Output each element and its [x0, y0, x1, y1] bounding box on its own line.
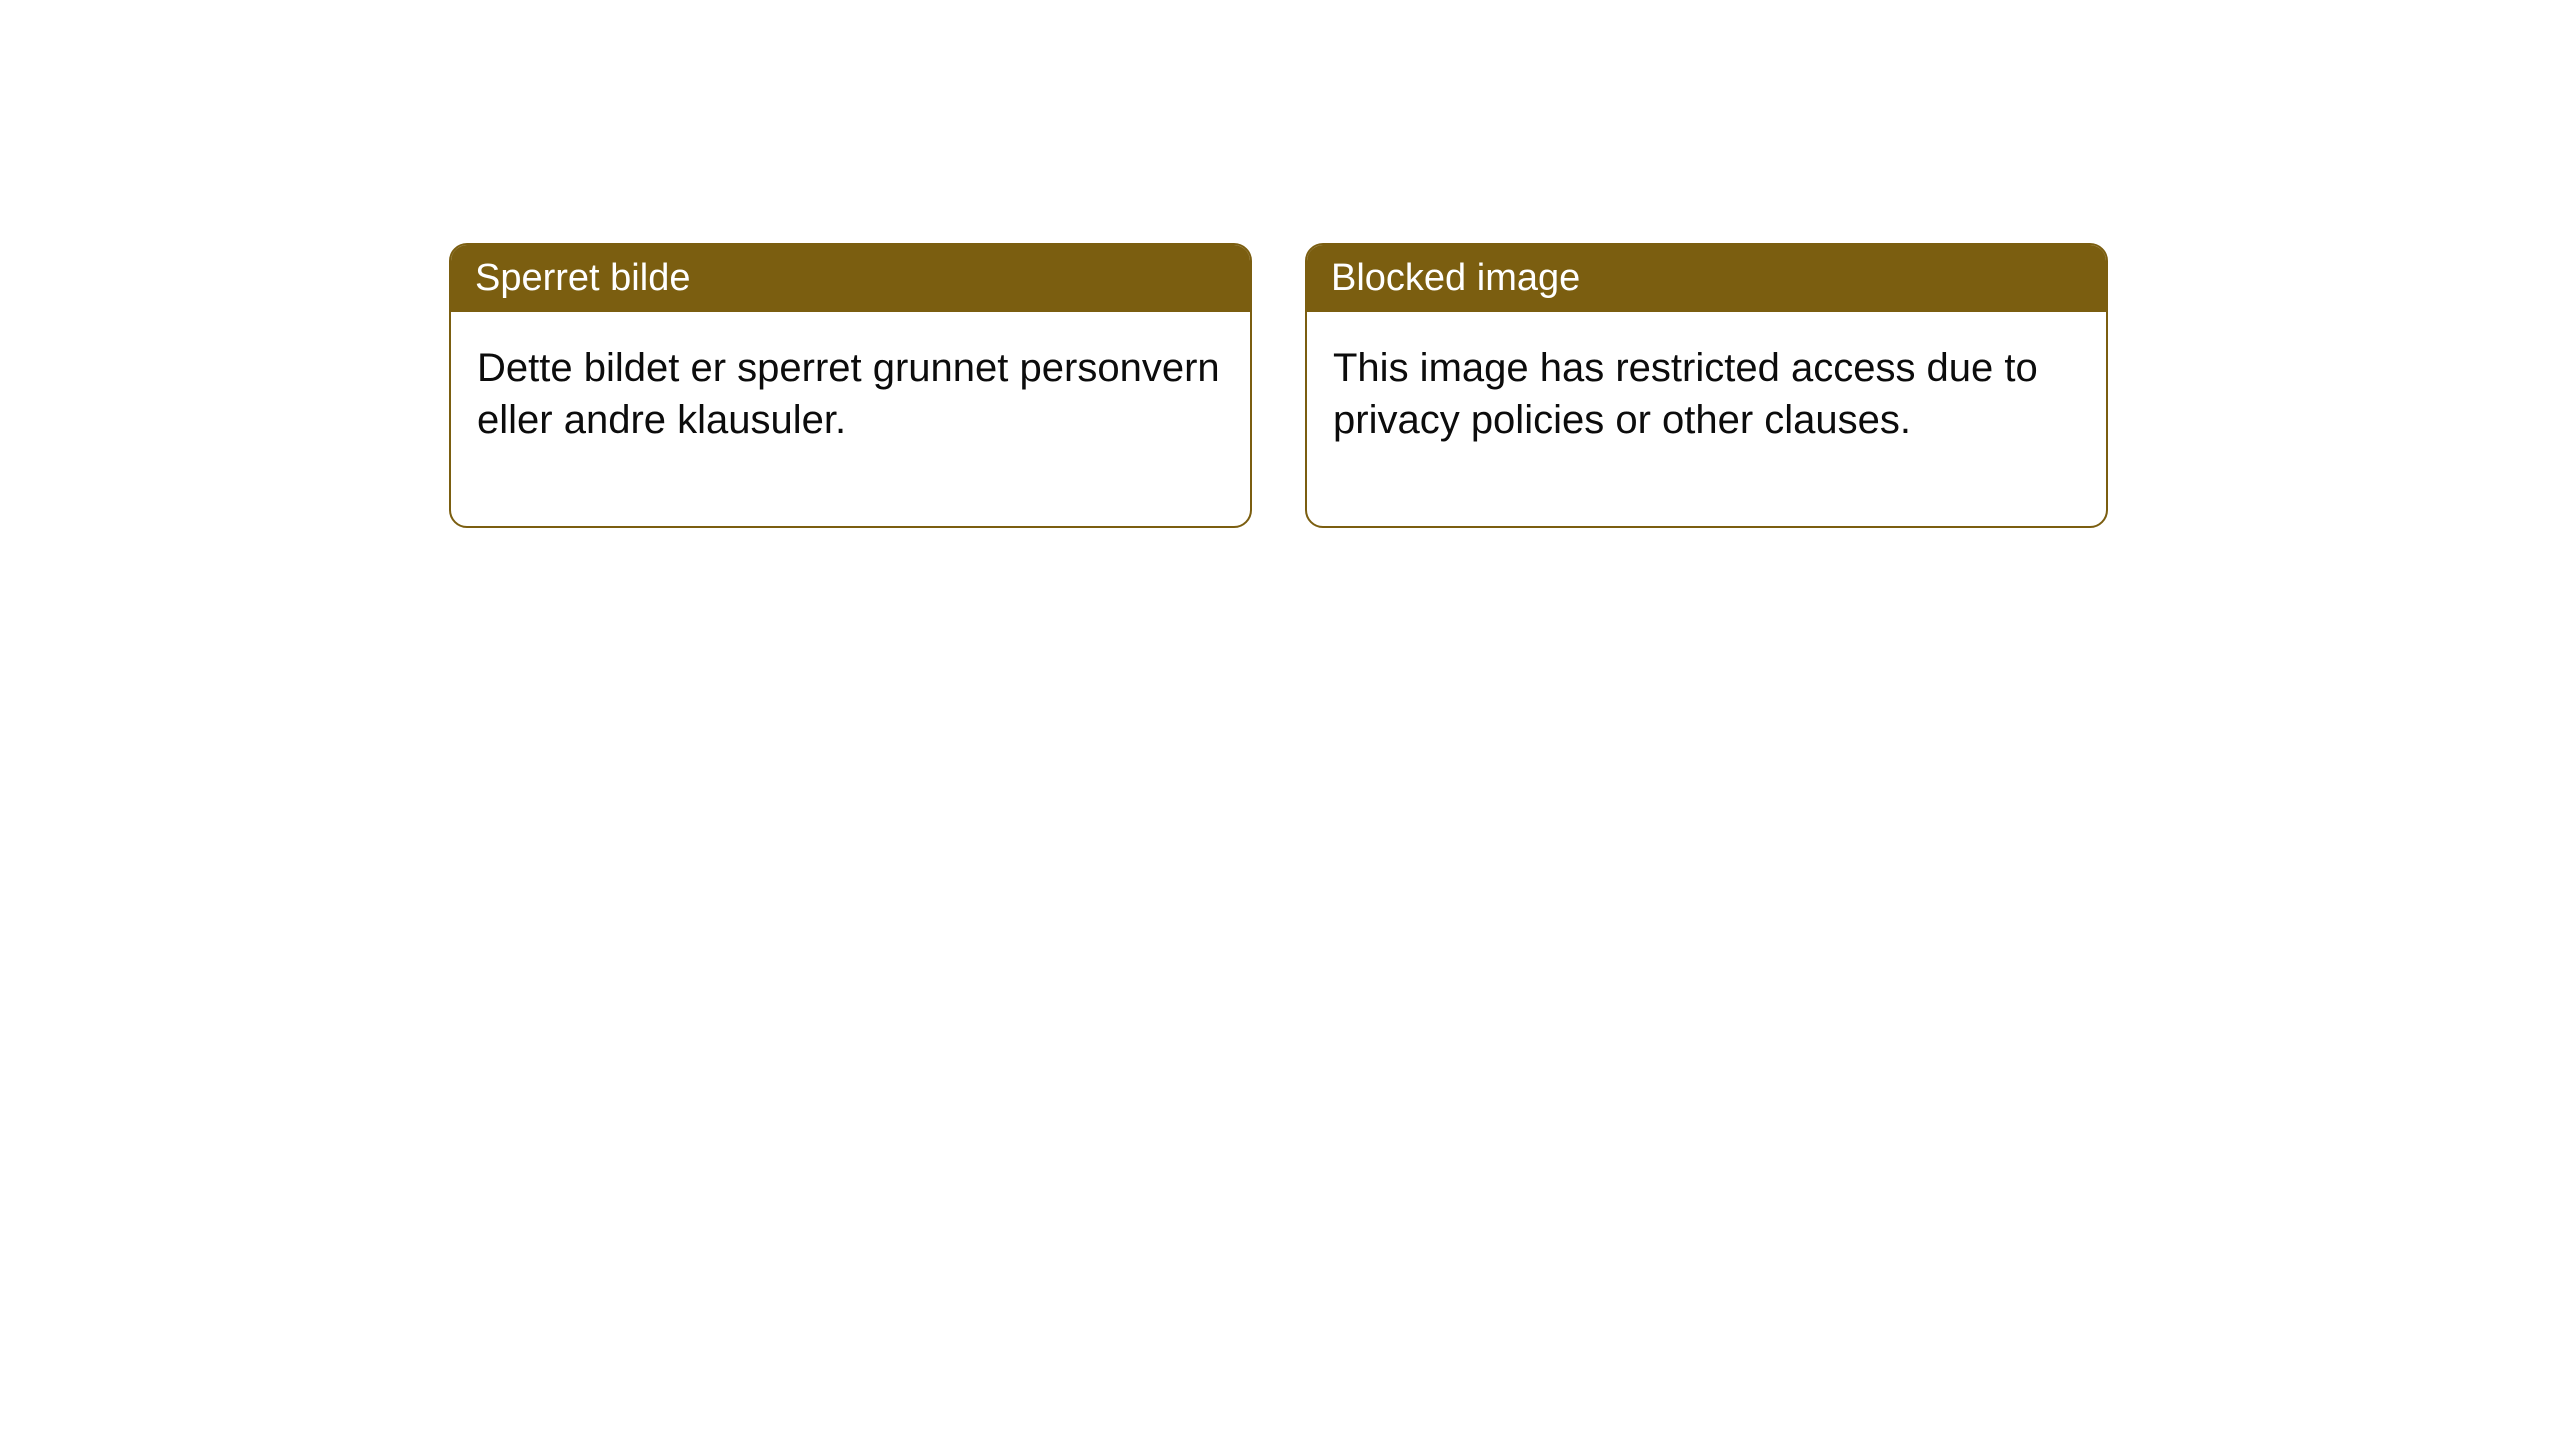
notice-body: Dette bildet er sperret grunnet personve… — [451, 312, 1250, 526]
notice-card-english: Blocked image This image has restricted … — [1305, 243, 2108, 528]
notice-title: Blocked image — [1307, 245, 2106, 312]
notice-card-norwegian: Sperret bilde Dette bildet er sperret gr… — [449, 243, 1252, 528]
notice-container: Sperret bilde Dette bildet er sperret gr… — [0, 0, 2560, 528]
notice-title: Sperret bilde — [451, 245, 1250, 312]
notice-body: This image has restricted access due to … — [1307, 312, 2106, 526]
